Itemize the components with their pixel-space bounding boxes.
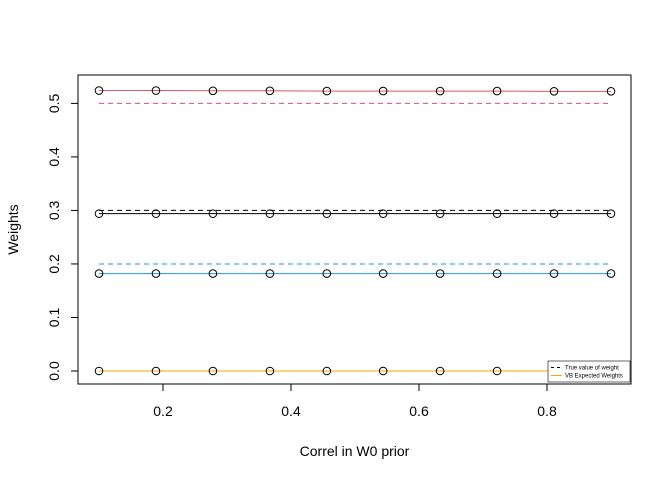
data-point-2-5: [378, 269, 388, 278]
y-tick-label-1: 0.1: [46, 308, 62, 328]
data-point-2-9: [606, 269, 616, 278]
data-point-0-4: [322, 86, 332, 96]
x-tick-label-3: 0.8: [537, 403, 557, 419]
x-tick-label-0: 0.2: [153, 403, 173, 419]
data-point-1-4: [322, 209, 332, 218]
data-point-3-1: [151, 366, 161, 376]
data-point-1-5: [378, 209, 388, 218]
vb-expected-line-0: [99, 90, 611, 92]
data-point-3-6: [435, 366, 445, 376]
y-tick-label-4: 0.4: [46, 147, 62, 167]
data-points: [94, 86, 616, 376]
data-point-2-2: [208, 269, 218, 278]
data-point-1-3: [265, 209, 275, 218]
data-point-0-0: [94, 86, 104, 95]
x-axis-title: Correl in W0 prior: [300, 443, 410, 459]
data-point-2-8: [549, 269, 559, 278]
data-point-0-9: [606, 87, 616, 96]
data-point-0-5: [378, 86, 388, 96]
legend-label-true: True value of weight: [565, 366, 619, 372]
data-point-0-7: [492, 86, 502, 96]
legend-label-vb: VB Expected Weights: [565, 374, 623, 380]
data-point-1-0: [94, 209, 104, 218]
data-point-2-6: [435, 269, 445, 278]
y-tick-label-2: 0.2: [46, 254, 62, 274]
data-point-1-8: [549, 209, 559, 218]
data-point-2-1: [151, 269, 161, 278]
data-point-0-1: [151, 86, 161, 95]
data-point-2-7: [492, 269, 502, 278]
data-point-3-4: [322, 366, 332, 376]
x-axis: 0.2 0.4 0.6 0.8: [153, 383, 557, 419]
data-point-3-0: [94, 366, 104, 376]
data-point-1-9: [606, 209, 616, 218]
data-point-1-2: [208, 209, 218, 218]
data-point-3-3: [265, 366, 275, 376]
true-value-lines: [99, 102, 611, 372]
vb-expected-lines: [99, 90, 611, 372]
legend: True value of weight VB Expected Weights: [547, 360, 631, 383]
data-point-1-1: [151, 209, 161, 218]
y-tick-label-0: 0.0: [46, 361, 62, 381]
data-point-0-3: [265, 86, 275, 96]
x-tick-label-2: 0.6: [409, 403, 429, 419]
plot-frame: [77, 74, 632, 385]
data-point-0-6: [435, 86, 445, 96]
data-point-1-7: [492, 209, 502, 218]
y-axis: 0.0 0.1 0.2 0.3 0.4 0.5: [46, 93, 79, 381]
data-point-2-3: [265, 269, 275, 278]
y-tick-label-3: 0.3: [46, 200, 62, 220]
y-axis-title: Weights: [5, 204, 21, 254]
data-point-3-2: [208, 366, 218, 376]
legend-box: [547, 360, 631, 383]
data-point-2-0: [94, 269, 104, 278]
data-point-2-4: [322, 269, 332, 278]
data-point-0-2: [208, 86, 218, 96]
data-point-0-8: [549, 87, 559, 96]
x-tick-label-1: 0.4: [281, 403, 301, 419]
data-point-1-6: [435, 209, 445, 218]
data-point-3-7: [492, 366, 502, 376]
data-point-3-5: [378, 366, 388, 376]
y-tick-label-5: 0.5: [46, 93, 62, 113]
